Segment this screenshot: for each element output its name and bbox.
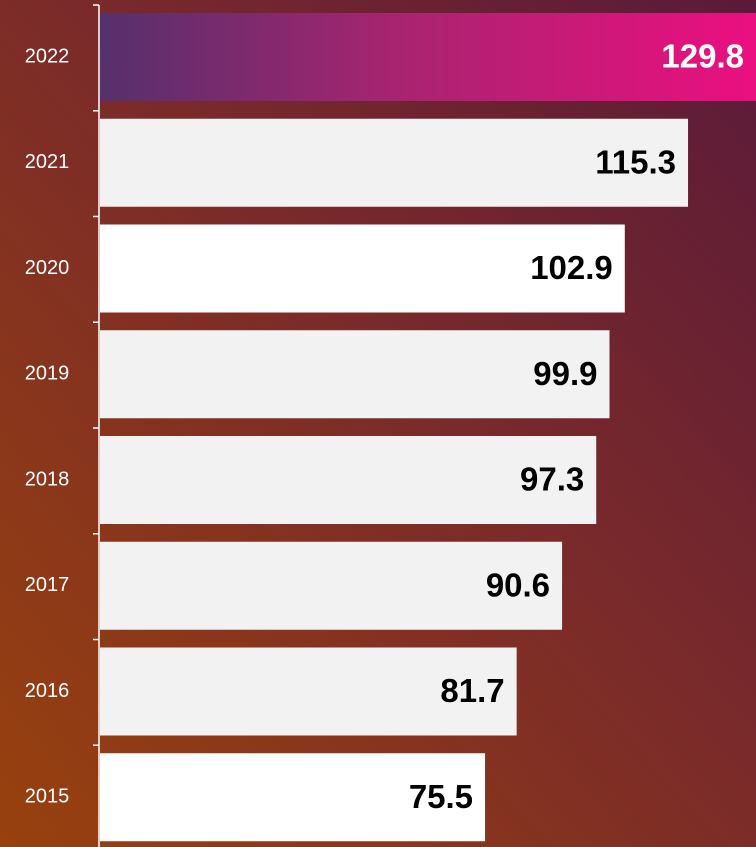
bar [100, 647, 517, 736]
y-tick-label: 2022 [25, 45, 70, 67]
value-label: 90.6 [486, 566, 550, 603]
value-label: 81.7 [440, 672, 504, 709]
y-tick-label: 2017 [25, 574, 70, 596]
y-tick-label: 2019 [25, 363, 70, 385]
y-tick-label: 2020 [25, 257, 70, 279]
bar [100, 13, 756, 101]
bar [100, 753, 486, 842]
y-tick-label: 2018 [25, 468, 70, 490]
y-tick-label: 2016 [25, 680, 70, 702]
value-label: 129.8 [661, 38, 744, 75]
value-label: 115.3 [595, 143, 676, 180]
value-label: 99.9 [533, 355, 597, 392]
value-label: 75.5 [409, 778, 473, 815]
bar [100, 436, 597, 524]
bar [100, 118, 689, 207]
value-label: 97.3 [520, 461, 584, 498]
bar [100, 330, 610, 419]
value-label: 102.9 [530, 249, 613, 286]
y-tick-label: 2021 [25, 151, 70, 173]
y-tick-label: 2015 [25, 786, 70, 808]
bar [100, 224, 625, 313]
bar [100, 541, 563, 630]
